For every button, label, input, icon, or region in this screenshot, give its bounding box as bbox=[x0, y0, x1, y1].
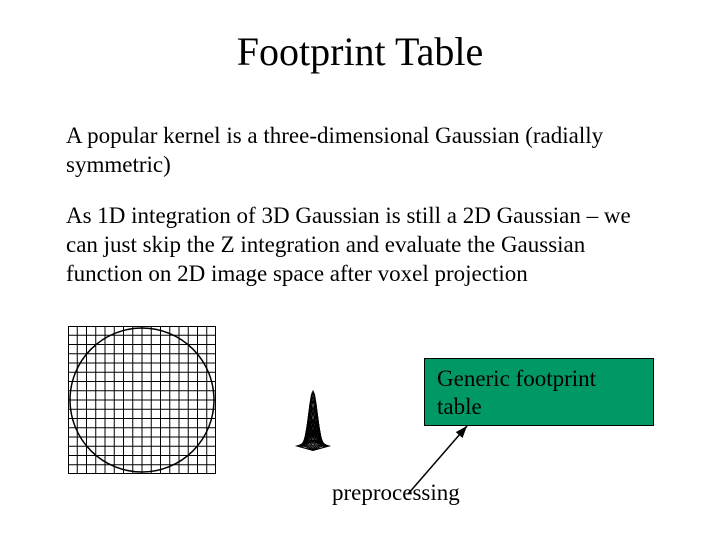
slide-root: Footprint Table A popular kernel is a th… bbox=[0, 0, 720, 540]
arrow-preprocessing-to-box bbox=[0, 0, 720, 540]
